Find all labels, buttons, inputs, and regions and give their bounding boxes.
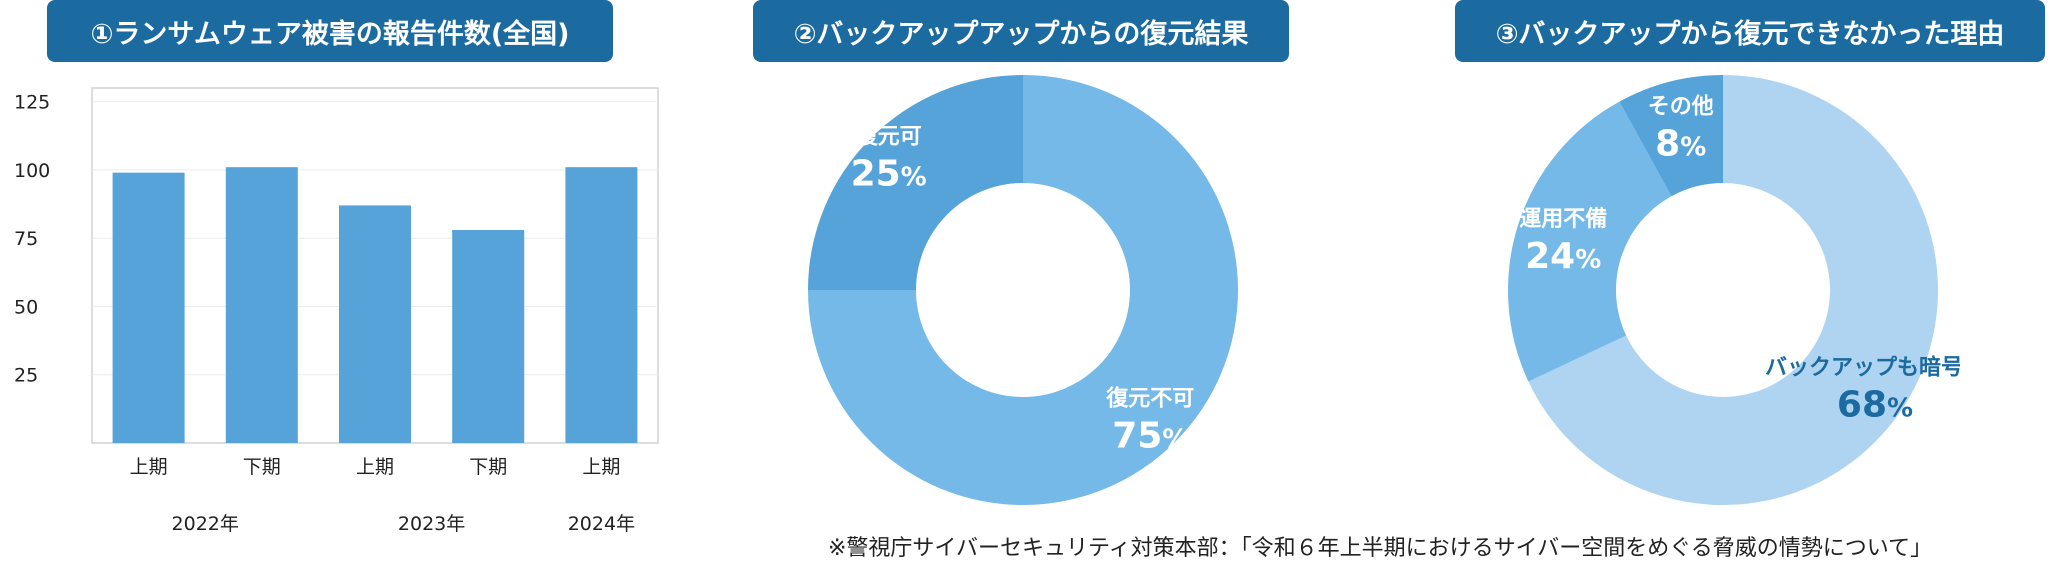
- donut-slice: [1528, 75, 1938, 505]
- y-tick-label: 75: [14, 228, 38, 250]
- ransomware-bar-chart: 25 50 75 100 125 上期 下期 上期 下期 上期 2022年 2023年 2024年: [14, 87, 659, 535]
- donut-slice: [808, 75, 1238, 505]
- chart2-title: ②バックアップアップからの復元結果: [753, 0, 1289, 62]
- slice-label: バックアップも暗号化: [1765, 354, 1960, 380]
- chart1-title: ①ランサムウェア被害の報告件数(全国): [47, 0, 613, 62]
- x-tick-label: 上期: [356, 456, 394, 478]
- slice-value: 25%: [851, 154, 927, 195]
- bar: [339, 205, 411, 443]
- x-tick-label: 上期: [582, 456, 620, 478]
- bar: [565, 167, 638, 443]
- slice-value: 75%: [1112, 415, 1188, 456]
- restore-result-donut-chart: 復元不可 75% 復元可 25%: [808, 75, 1238, 505]
- restore-failure-reason-donut-chart: バックアップも暗号化 68% 運用不備 24% その他 8%: [1508, 75, 1960, 505]
- slice-label: その他: [1648, 94, 1714, 119]
- slice-value: 8%: [1655, 123, 1706, 164]
- donut-slice: [1508, 101, 1672, 382]
- y-tick-label: 125: [14, 92, 50, 114]
- x-tick-label: 上期: [130, 456, 168, 478]
- slice-label: 運用不備: [1519, 206, 1607, 232]
- bar: [112, 172, 185, 443]
- slice-value: 24%: [1525, 236, 1601, 277]
- y-tick-label: 100: [14, 160, 50, 182]
- year-label: 2024年: [568, 513, 635, 535]
- slice-label: 復元可: [855, 124, 922, 150]
- bar: [225, 167, 298, 443]
- year-label: 2022年: [172, 513, 239, 535]
- source-note: ※警視庁サイバーセキュリティ対策本部：「令和６年上半期におけるサイバー空間をめぐ…: [828, 536, 1933, 561]
- bar: [452, 230, 525, 443]
- slice-label: 復元不可: [1105, 385, 1194, 411]
- x-tick-label: 下期: [469, 456, 507, 478]
- donut-slice: [808, 75, 1023, 290]
- y-tick-label: 25: [14, 365, 38, 387]
- donut-slice: [1619, 75, 1723, 197]
- year-label: 2023年: [398, 513, 465, 535]
- slice-value: 68%: [1837, 384, 1913, 425]
- x-tick-label: 下期: [243, 456, 281, 478]
- chart3-title: ③バックアップから復元できなかった理由: [1455, 0, 2045, 62]
- y-tick-label: 50: [14, 296, 38, 318]
